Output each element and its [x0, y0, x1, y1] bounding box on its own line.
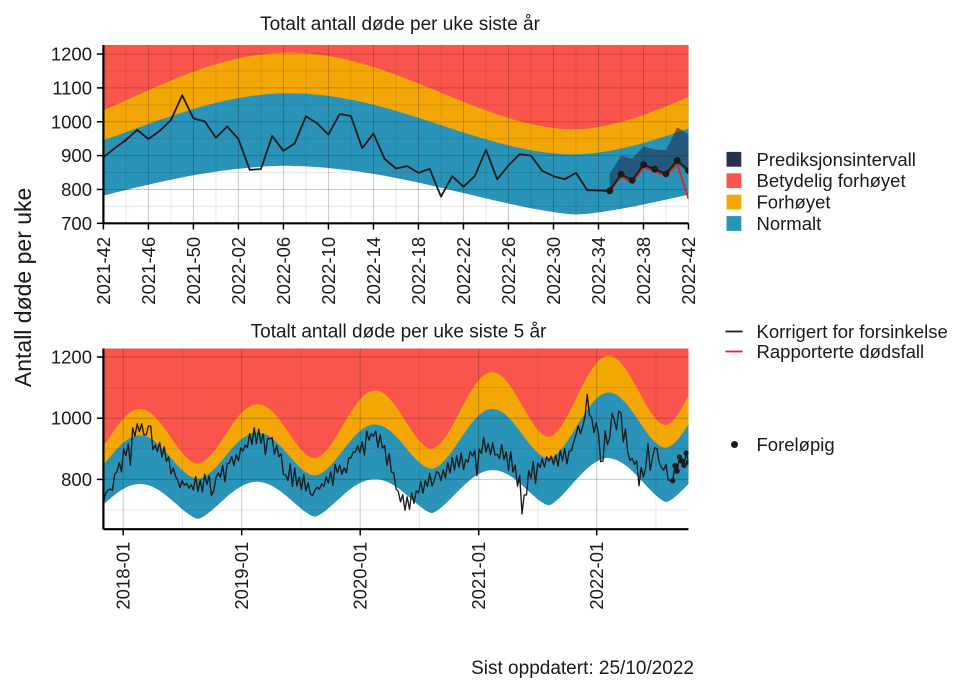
svg-text:Rapporterte dødsfall: Rapporterte dødsfall	[757, 341, 925, 362]
svg-text:Forhøyet: Forhøyet	[757, 192, 831, 213]
svg-text:Sist oppdatert: 25/10/2022: Sist oppdatert: 25/10/2022	[471, 658, 694, 679]
svg-text:800: 800	[61, 179, 92, 200]
svg-text:Foreløpig: Foreløpig	[757, 434, 835, 455]
svg-text:Korrigert for forsinkelse: Korrigert for forsinkelse	[757, 321, 948, 342]
svg-text:1200: 1200	[51, 44, 92, 65]
svg-text:2022-34: 2022-34	[588, 237, 609, 305]
svg-text:1100: 1100	[52, 77, 92, 98]
svg-text:Totalt antall døde per uke sis: Totalt antall døde per uke siste 5 år	[251, 322, 547, 343]
svg-text:Antall døde per uke: Antall døde per uke	[10, 188, 36, 387]
svg-text:2022-06: 2022-06	[273, 237, 294, 305]
svg-text:2021-50: 2021-50	[183, 237, 204, 305]
svg-text:2021-01: 2021-01	[468, 542, 489, 610]
svg-text:Normalt: Normalt	[757, 213, 822, 234]
svg-text:2022-02: 2022-02	[228, 237, 249, 305]
svg-text:2022-38: 2022-38	[633, 237, 654, 305]
svg-text:2022-18: 2022-18	[408, 237, 429, 305]
svg-text:2022-14: 2022-14	[363, 237, 384, 305]
svg-text:1200: 1200	[51, 347, 92, 368]
svg-text:2019-01: 2019-01	[231, 542, 252, 610]
svg-text:2021-46: 2021-46	[138, 237, 159, 305]
svg-text:2021-42: 2021-42	[93, 237, 114, 305]
svg-text:1000: 1000	[51, 408, 92, 429]
svg-text:2022-01: 2022-01	[586, 542, 607, 610]
svg-text:2022-26: 2022-26	[498, 237, 519, 305]
svg-text:800: 800	[61, 469, 92, 490]
svg-text:900: 900	[61, 145, 92, 166]
svg-text:2018-01: 2018-01	[113, 542, 134, 610]
svg-text:Prediksjonsintervall: Prediksjonsintervall	[757, 149, 916, 170]
svg-text:2020-01: 2020-01	[350, 542, 371, 610]
svg-text:1000: 1000	[51, 111, 92, 132]
svg-text:Betydelig forhøyet: Betydelig forhøyet	[757, 170, 906, 191]
svg-text:2022-30: 2022-30	[543, 237, 564, 305]
svg-text:700: 700	[61, 213, 92, 234]
svg-text:2022-42: 2022-42	[678, 237, 699, 305]
svg-text:2022-22: 2022-22	[453, 237, 474, 305]
svg-text:Totalt antall døde per uke sis: Totalt antall døde per uke siste år	[260, 14, 541, 35]
svg-text:2022-10: 2022-10	[318, 237, 339, 305]
